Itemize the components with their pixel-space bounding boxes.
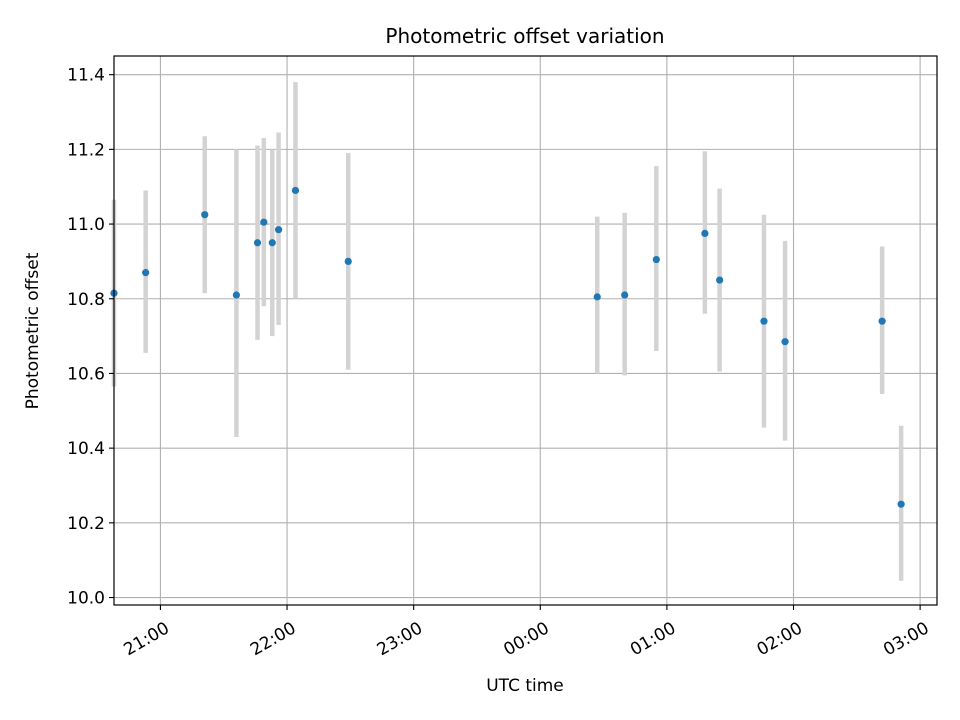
y-tick-label: 11.2 <box>67 140 105 160</box>
y-tick-label: 11.0 <box>67 215 105 235</box>
data-point <box>652 255 660 264</box>
data-point <box>275 226 283 234</box>
data-point <box>201 211 209 219</box>
data-point <box>716 276 724 284</box>
data-point <box>701 229 709 237</box>
x-axis-label: UTC time <box>486 676 564 696</box>
y-tick-label: 10.2 <box>67 514 105 534</box>
data-point <box>291 186 300 195</box>
data-point <box>781 338 789 346</box>
y-tick-label: 10.6 <box>67 364 105 384</box>
data-point <box>593 293 601 301</box>
data-point <box>142 269 150 277</box>
data-point <box>621 291 629 299</box>
data-point <box>268 239 276 247</box>
data-point <box>897 500 905 508</box>
y-axis: 10.0 10.2 10.4 10.6 10.8 11.0 11.2 11.4 <box>67 66 114 609</box>
data-point <box>878 317 886 325</box>
data-point <box>232 291 240 299</box>
plot-frame <box>113 55 938 606</box>
data-point <box>760 317 768 325</box>
data-point <box>253 239 262 247</box>
y-tick-label: 10.8 <box>67 290 105 310</box>
y-tick-label: 11.4 <box>67 66 105 86</box>
y-tick-label: 10.0 <box>67 589 105 609</box>
data-point <box>344 257 352 266</box>
data-points <box>110 186 905 508</box>
data-point <box>260 218 268 226</box>
y-axis-label: Photometric offset <box>23 252 43 409</box>
grid <box>114 56 937 605</box>
y-tick-label: 10.4 <box>67 439 105 459</box>
chart-title: Photometric offset variation <box>385 24 664 48</box>
